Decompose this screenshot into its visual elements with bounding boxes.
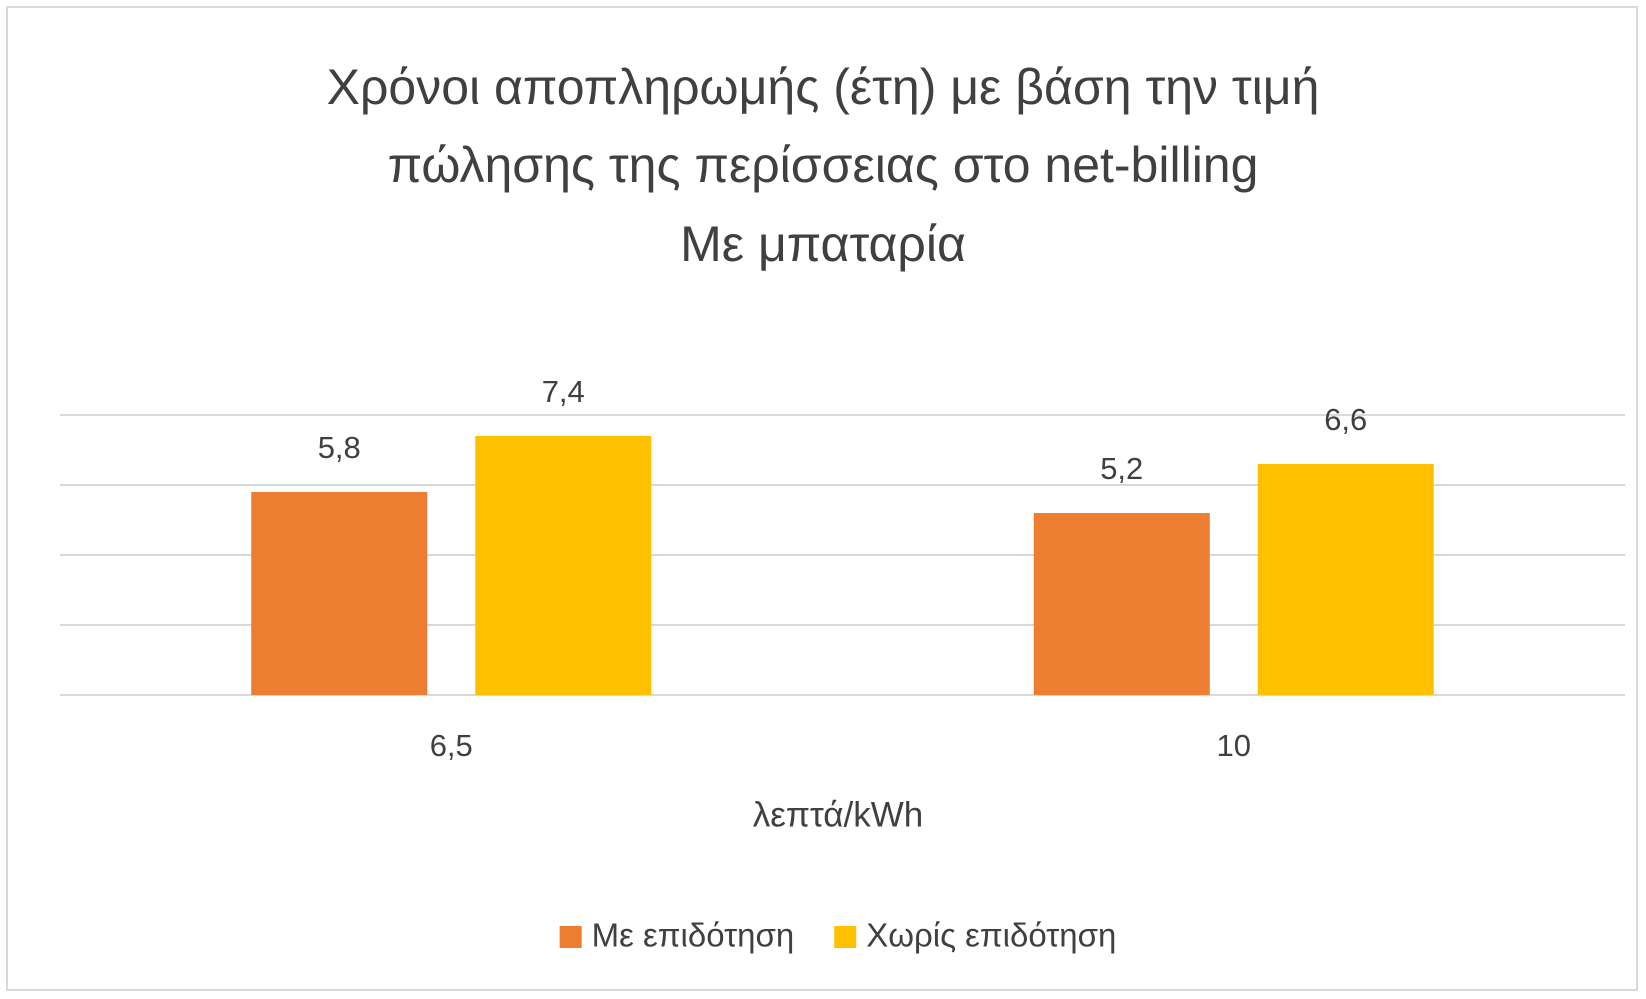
x-tick-label: 6,5	[430, 728, 473, 763]
data-label: 6,6	[1324, 402, 1367, 437]
chart-title: Χρόνοι αποπληρωμής (έτη) με βάση την τιμ…	[326, 59, 1320, 193]
bar	[251, 492, 428, 695]
legend-swatch	[559, 926, 582, 948]
x-tick-label: 10	[1217, 728, 1251, 763]
data-label: 5,8	[318, 430, 361, 465]
data-label: 7,4	[542, 374, 585, 409]
bar	[1257, 464, 1434, 695]
x-axis-title: λεπτά/kWh	[753, 795, 924, 834]
legend-swatch	[834, 926, 857, 948]
chart-frame	[6, 6, 1638, 991]
legend-label: Με επιδότηση	[592, 917, 795, 954]
data-label: 5,2	[1100, 451, 1143, 486]
chart-subtitle: Με μπαταρία	[680, 216, 966, 272]
legend-label: Χωρίς επιδότηση	[866, 917, 1116, 954]
bar	[475, 436, 652, 695]
bar	[1033, 513, 1210, 695]
